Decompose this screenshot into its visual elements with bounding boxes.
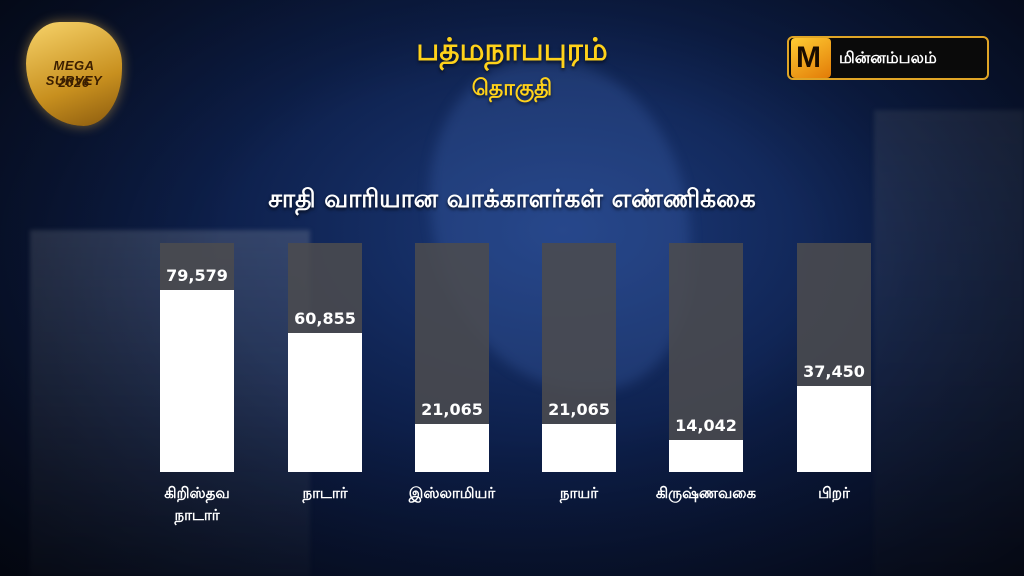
bar-value-label: 14,042 (675, 416, 737, 435)
category-label: நாயர் (559, 484, 599, 502)
bar (415, 424, 489, 472)
badge-line2: 2026 (58, 75, 90, 90)
category-label: பிறர் (818, 484, 850, 502)
bar (288, 333, 362, 472)
category-label: நாடார் (302, 484, 348, 502)
logo-mark-icon: M (791, 38, 831, 78)
category-label: கிறிஸ்தவ நாடார் (164, 484, 230, 524)
bar (669, 440, 743, 472)
page-subtitle: தொகுதி (471, 76, 553, 101)
bar-value-label: 21,065 (421, 400, 483, 419)
category-label: கிருஷ்ணவகை (655, 484, 757, 502)
brand-logo: M மின்னம்பலம் (787, 36, 989, 80)
mega-survey-badge: MEGA SURVEY 2026 (26, 22, 122, 126)
badge-line1: MEGA SURVEY (45, 58, 103, 88)
bar-value-label: 21,065 (548, 400, 610, 419)
bar-value-label: 60,855 (294, 309, 356, 328)
bar (160, 290, 234, 472)
bar-value-label: 37,450 (803, 362, 865, 381)
bar (542, 424, 616, 472)
logo-text: மின்னம்பலம் (839, 47, 937, 67)
bar-track (669, 243, 743, 472)
logo-mark-letter: M (796, 41, 821, 74)
page-title: பத்மநாபபுரம் (416, 32, 608, 68)
bar (797, 386, 871, 472)
bar-value-label: 79,579 (166, 266, 228, 285)
chart-title: சாதி வாரியான வாக்காளர்கள் எண்ணிக்கை (268, 184, 756, 213)
category-label: இஸ்லாமியர் (408, 484, 496, 502)
